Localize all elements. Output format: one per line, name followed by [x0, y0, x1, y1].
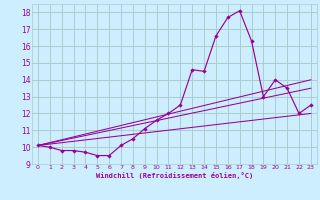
X-axis label: Windchill (Refroidissement éolien,°C): Windchill (Refroidissement éolien,°C) [96, 172, 253, 179]
